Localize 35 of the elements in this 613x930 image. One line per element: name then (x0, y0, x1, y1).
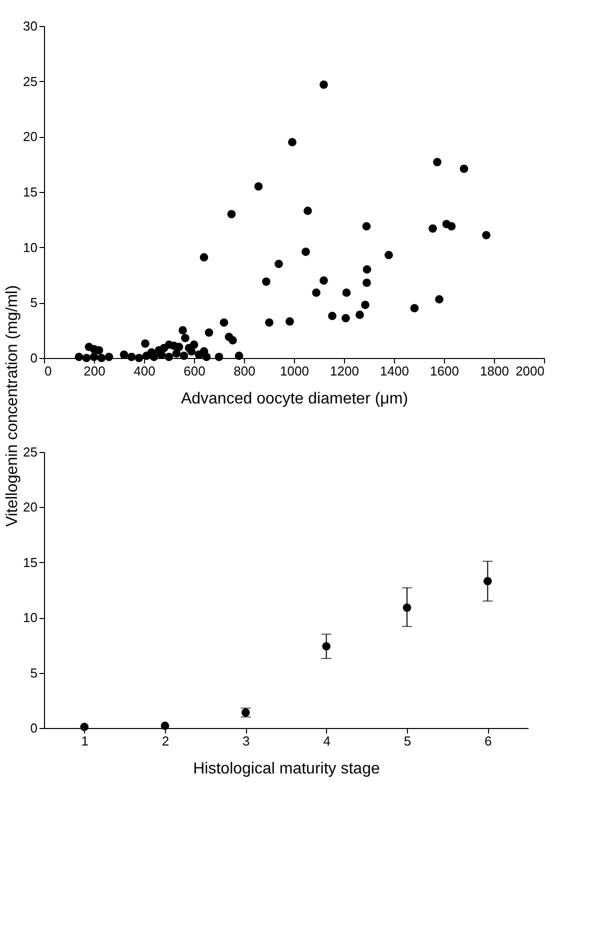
x-tick-label: 0 (44, 364, 52, 378)
point (160, 722, 170, 730)
x-tick-label: 200 (84, 364, 106, 378)
y-axis-title: Vitellogenin concentration (mg/ml) (4, 285, 21, 527)
x-tick-label: 1800 (480, 364, 509, 378)
y-tick-label: 25 (23, 444, 38, 460)
x-tick-label: 1200 (330, 364, 359, 378)
x-tick-label: 4 (323, 734, 330, 748)
x-tick-label: 6 (484, 734, 492, 748)
x-tick-label: 800 (234, 364, 256, 378)
y-tick-label: 25 (23, 74, 38, 89)
y-tick-label: 20 (23, 129, 38, 144)
y-tick-label: 15 (23, 554, 38, 570)
point (80, 722, 89, 732)
x-axis-title: Histological maturity stage (193, 760, 380, 778)
x-tick-label: 1 (81, 734, 88, 748)
x-tick-label: 1600 (430, 364, 459, 378)
y-tick-label: 0 (30, 720, 38, 736)
y-tick-label: 20 (23, 500, 38, 515)
y-tick-label: 10 (23, 610, 38, 626)
y-tick-label: 0 (30, 350, 38, 366)
x-tick-label: 5 (404, 734, 412, 748)
x-tick-label: 3 (242, 734, 250, 748)
y-tick-label: 10 (23, 240, 38, 255)
x-tick-label: 2 (162, 734, 170, 748)
x-tick-label: 600 (184, 364, 206, 378)
x-tick-label: 1400 (380, 364, 409, 378)
y-tick-label: 15 (23, 184, 38, 200)
x-tick-label: 1000 (280, 364, 309, 378)
x-axis-title: Advanced oocyte diameter (μm) (180, 390, 408, 408)
y-tick-label: 5 (30, 665, 38, 680)
y-tick-label: 5 (30, 295, 38, 310)
x-tick-label: 400 (134, 364, 156, 378)
y-tick-label: 30 (23, 18, 38, 34)
x-tick-label: 2000 (516, 364, 544, 378)
